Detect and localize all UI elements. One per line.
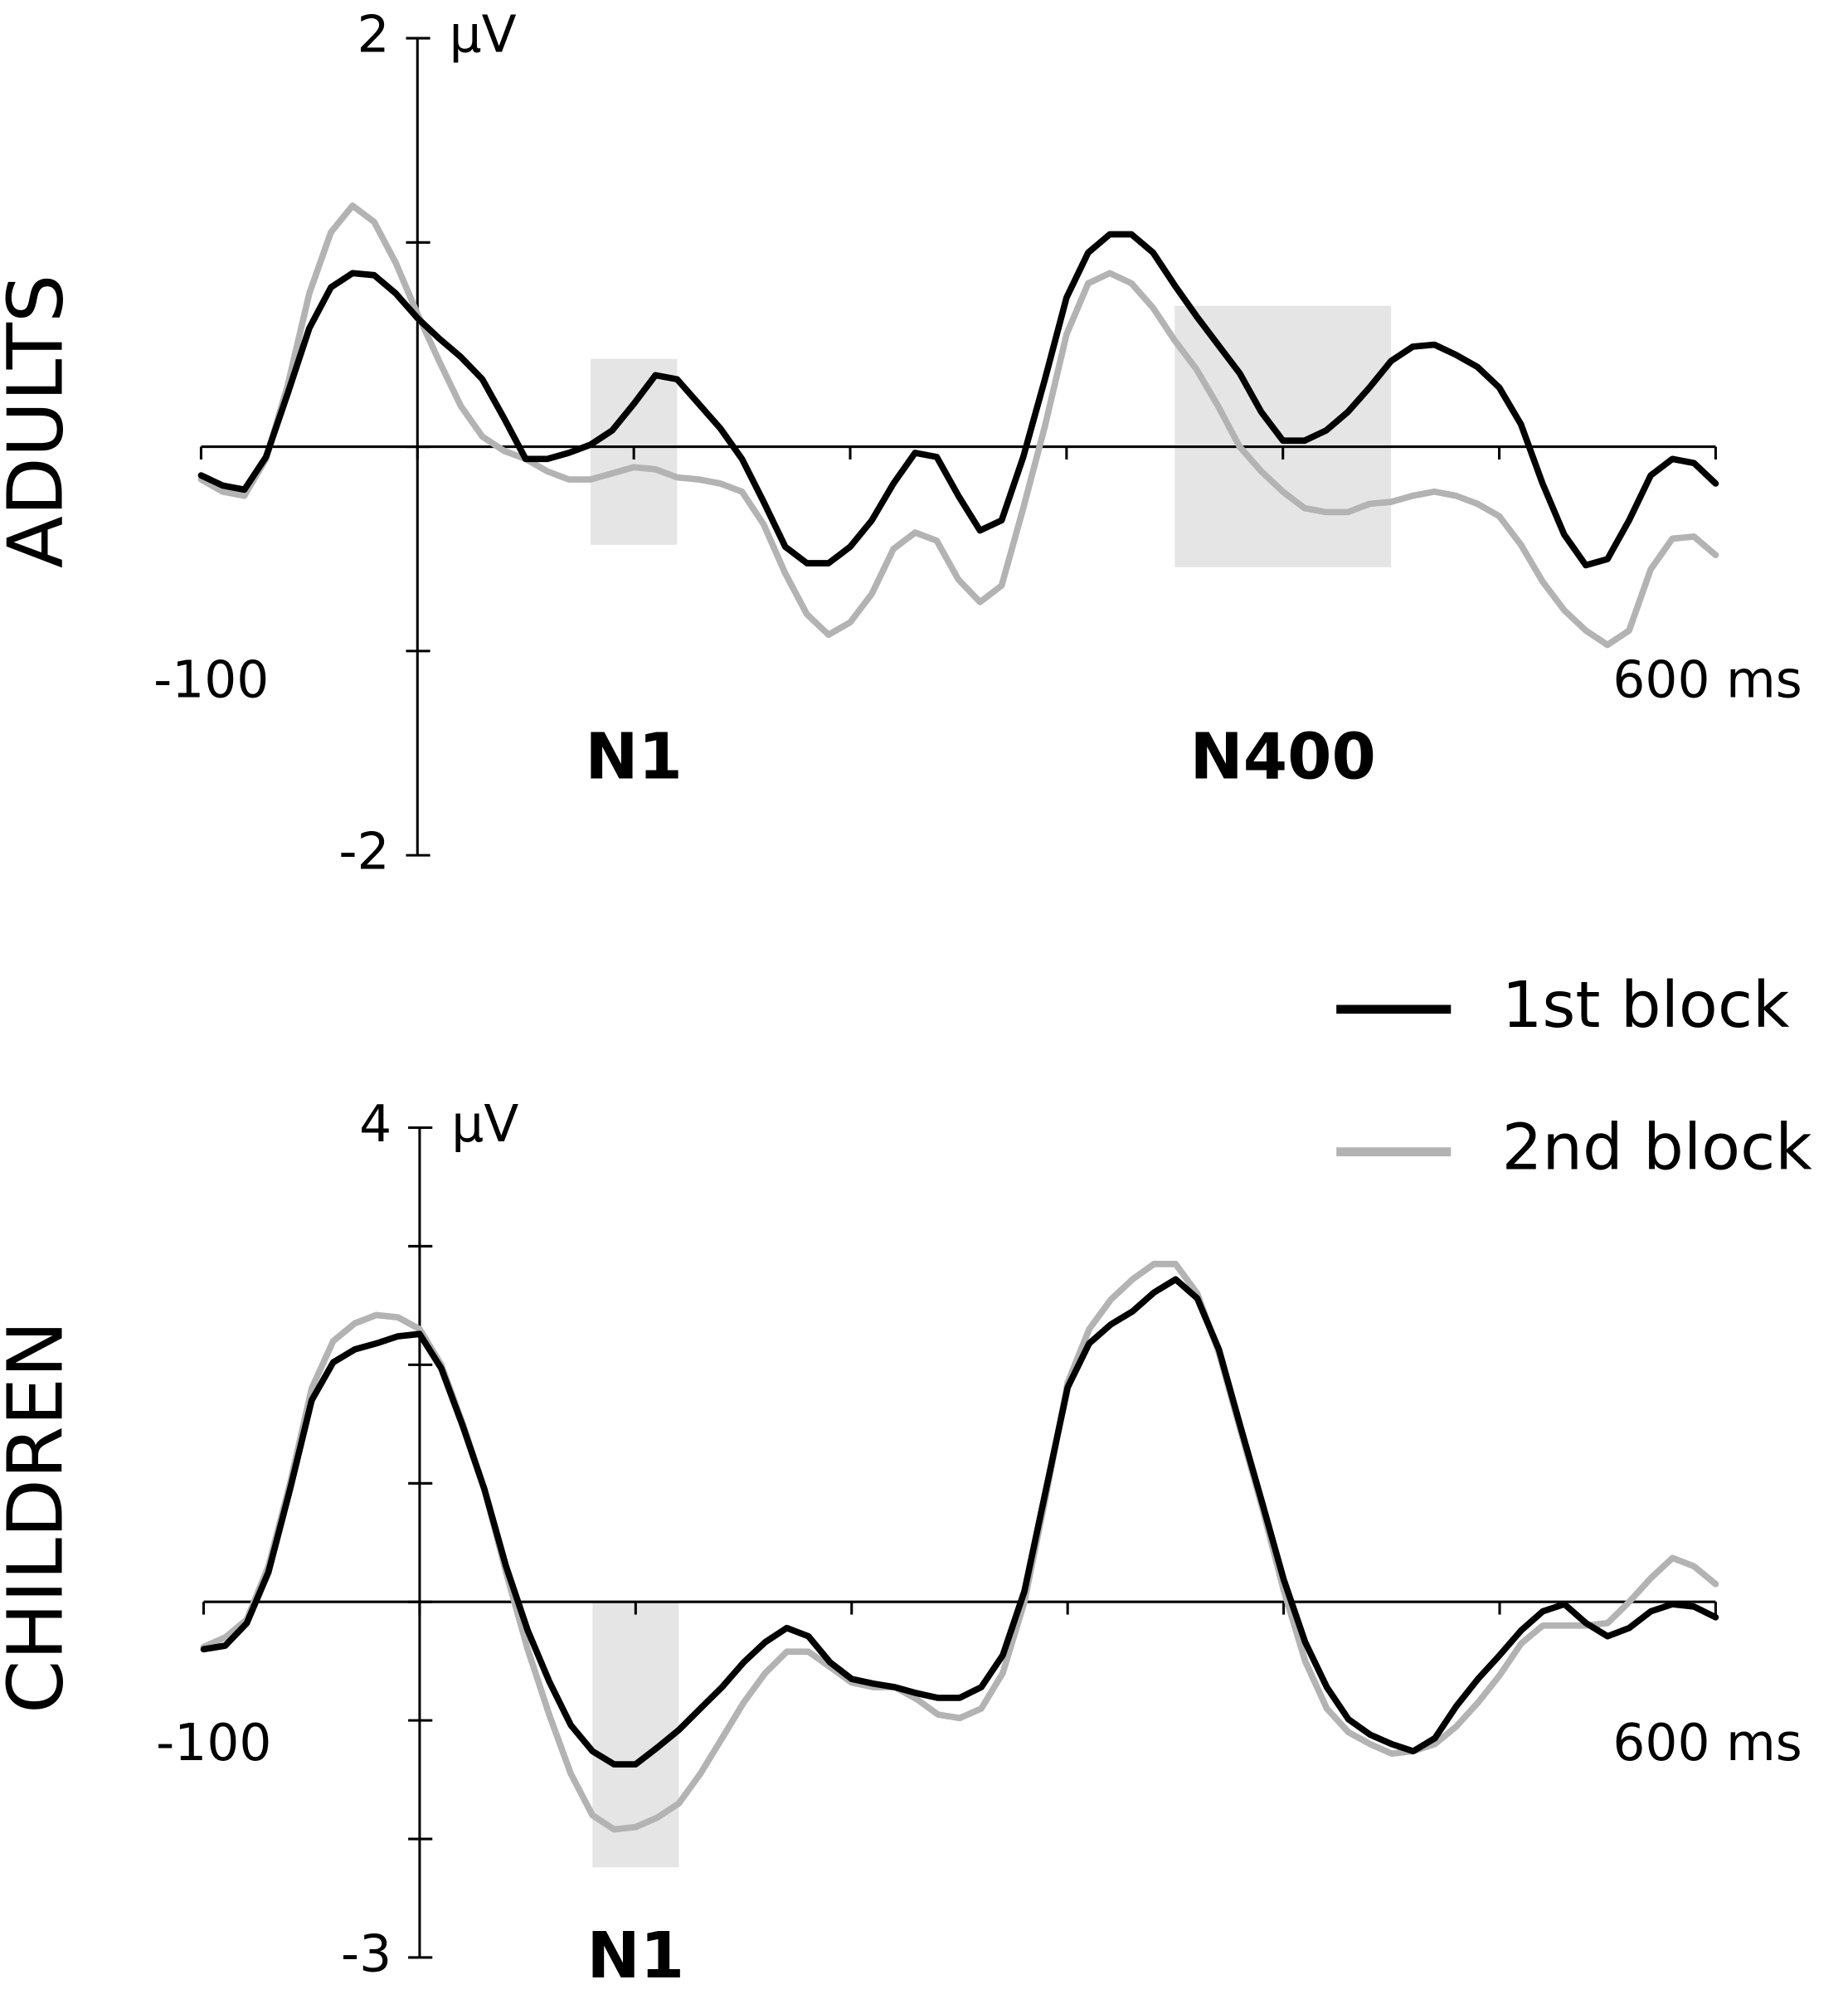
region-label: N1 <box>585 721 683 795</box>
x-tick-label: 600 ms <box>1612 1714 1802 1773</box>
y-unit: µV <box>450 6 517 65</box>
x-tick-label: -100 <box>156 1714 271 1773</box>
chart: N1 4 -3 µV -100 600 ms CHILDREN <box>0 1095 1802 1993</box>
y-unit: µV <box>451 1095 518 1154</box>
region-label: N1 <box>587 1919 685 1993</box>
y-tick-label: -2 <box>338 823 389 882</box>
row-title: CHILDREN <box>0 1321 80 1714</box>
series-line <box>200 1276 1719 1768</box>
chart: N1 N400 2 -2 µV -100 600 ms ADULTS 1st block 2nd … <box>0 6 1812 1185</box>
legend-label: 1st block <box>1502 969 1790 1043</box>
x-tick-label: -100 <box>153 651 269 710</box>
y-tick-label: 2 <box>357 6 389 65</box>
region-label: N400 <box>1190 721 1376 795</box>
legend-label: 2nd block <box>1502 1111 1813 1185</box>
y-tick-label: -3 <box>341 1925 391 1984</box>
series-line <box>197 202 1719 649</box>
y-tick-label: 4 <box>359 1095 391 1154</box>
series-line <box>197 231 1719 569</box>
row-title: ADULTS <box>0 275 80 568</box>
x-tick-label: 600 ms <box>1612 651 1802 710</box>
